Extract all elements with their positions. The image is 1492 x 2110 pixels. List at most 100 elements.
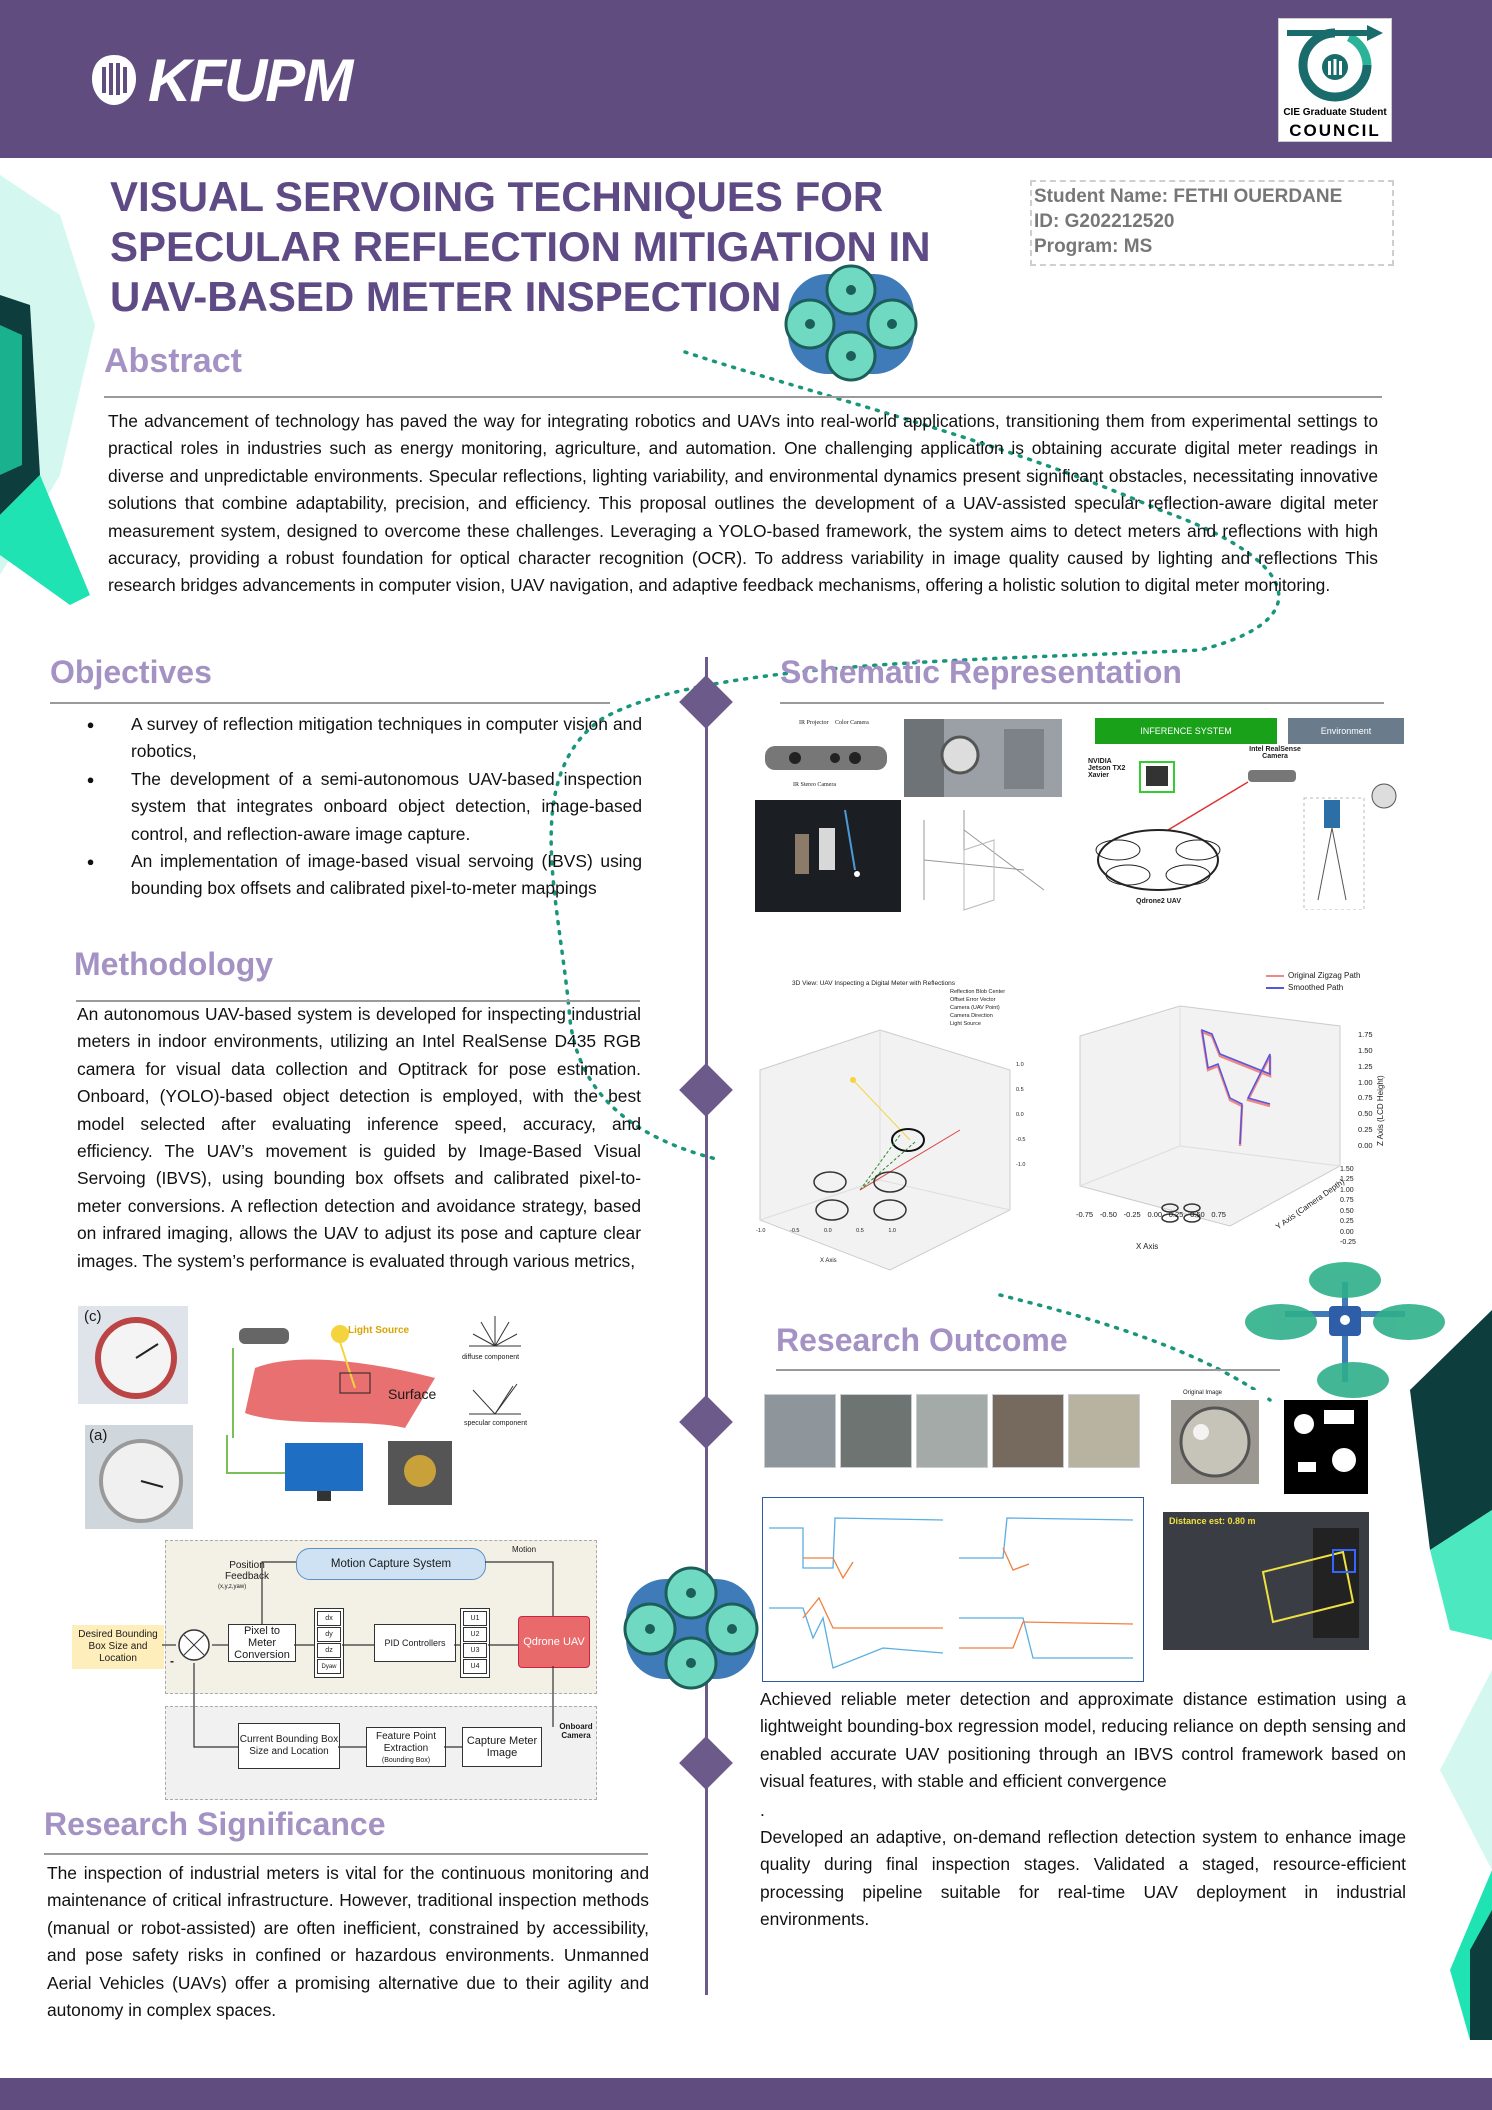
plot3d-right-yticks: -0.25 0.00 0.25 0.50 0.75 1.00 1.25 1.50 (1340, 1166, 1356, 1246)
detection-thumb (916, 1394, 988, 1468)
legend-item: Camera (UAV Point) (950, 1005, 1000, 1011)
detection-thumb (840, 1394, 912, 1468)
kfupm-logo: KFUPM (90, 47, 353, 114)
plot3d-left-canvas (759, 1029, 1011, 1271)
tick: 1.00 (1358, 1077, 1373, 1087)
capture-image-block: Capture Meter Image (462, 1727, 542, 1767)
plot3d-right-zlabel: Z Axis (LCD Height) (1376, 1075, 1385, 1146)
drone-illustration-right (1245, 1262, 1445, 1398)
position-feedback-sub: (x,y,z,yaw) (218, 1584, 247, 1590)
tick: 0.00 (1147, 1210, 1163, 1219)
feature-extraction-sub: (Bounding Box) (381, 1757, 431, 1764)
title-line-2: SPECULAR REFLECTION MITIGATION IN (110, 223, 931, 270)
plot3d-right-legend: Original Zigzag Path Smoothed Path (1266, 970, 1360, 994)
plot3d-left-xlabel: X Axis (820, 1258, 837, 1264)
label-a: (a) (89, 1427, 108, 1444)
specular-label: specular component (464, 1420, 528, 1427)
delta-cell: dy (317, 1627, 341, 1642)
council-line1: CIE Graduate Student (1283, 107, 1387, 118)
tick: 0.25 (1358, 1125, 1373, 1135)
ir-projector-label: IR Projector (799, 720, 829, 726)
input-cell: U2 (463, 1627, 487, 1642)
abstract-text: The advancement of technology has paved … (108, 411, 1378, 596)
distance-overlay: Distance est: 0.80 m (1169, 1516, 1256, 1526)
specular-component-icon (469, 1383, 521, 1415)
tick: 0.5 (856, 1228, 864, 1234)
plot3d-left-title: 3D View: UAV Inspecting a Digital Meter … (792, 980, 956, 987)
tick: -1.0 (1016, 1162, 1026, 1168)
tick: -0.5 (1016, 1137, 1026, 1143)
legend-item: Original Zigzag Path (1266, 970, 1360, 982)
legend-swatch (1266, 974, 1284, 977)
outcome-rule (776, 1369, 1280, 1371)
desired-bbox-block: Desired Bounding Box Size and Location (72, 1625, 164, 1669)
diffuse-component-icon (469, 1316, 521, 1347)
feature-extraction-label: Feature Point Extraction (375, 1731, 437, 1754)
legend-label: Smoothed Path (1288, 983, 1344, 992)
methodology-rule (76, 1000, 640, 1002)
poster-title: VISUAL SERVOING TECHNIQUES FOR SPECULAR … (110, 172, 980, 322)
tick: 0.75 (1340, 1197, 1354, 1205)
minus-sign: - (170, 1654, 174, 1668)
delta-cell: dx (317, 1611, 341, 1626)
student-info-box: Student Name: FETHI OUERDANE ID: G202212… (1030, 180, 1394, 266)
plot3d-left: 3D View: UAV Inspecting a Digital Meter … (740, 970, 1045, 1282)
detection-thumb (764, 1394, 836, 1468)
council-line2: COUNCIL (1289, 121, 1381, 140)
tick: 0.50 (1190, 1210, 1205, 1219)
methodology-heading: Methodology (74, 946, 274, 982)
legend-item: Light Source (950, 1021, 981, 1027)
tick: -0.75 (1076, 1210, 1094, 1219)
objective-item: An implementation of image-based visual … (50, 848, 642, 903)
nvidia-label: NVIDIA Jetson TX2 Xavier (1088, 758, 1126, 779)
input-cell: U1 (463, 1611, 487, 1626)
uav-system-figure (1095, 761, 1397, 910)
convergence-plots (762, 1497, 1144, 1682)
input-cell: U4 (463, 1659, 487, 1674)
objective-item: The development of a semi-autonomous UAV… (50, 766, 642, 848)
qdrone-uav-block: Qdrone UAV (518, 1616, 590, 1668)
light-source-label: Light Source (348, 1325, 410, 1336)
abstract-heading: Abstract (104, 342, 242, 380)
center-divider (705, 657, 708, 1995)
council-emblem-icon (1287, 25, 1383, 102)
plot3d-right-xticks: -0.75 -0.50 -0.25 0.00 0.25 0.50 0.75 (1076, 1210, 1226, 1219)
schematic-rule (780, 702, 1384, 704)
reflection-surface-figure (232, 1325, 435, 1438)
plot3d-right: Original Zigzag Path Smoothed Path X Axi… (1070, 966, 1400, 1266)
onboard-camera-label: Onboard Camera (559, 1722, 593, 1740)
meter-wall-photo (904, 719, 1062, 797)
legend-swatch (1266, 986, 1284, 989)
tick: 0.25 (1340, 1218, 1354, 1226)
legend-item: Offset Error Vector (950, 997, 996, 1003)
header-band (0, 0, 1492, 158)
input-cell: U3 (463, 1643, 487, 1658)
original-image-label: Original Image (1183, 1390, 1223, 1396)
tick: 1.25 (1358, 1061, 1373, 1071)
tick: 0.0 (824, 1228, 832, 1234)
tick: -0.25 (1123, 1210, 1141, 1219)
tick: 0.25 (1168, 1210, 1184, 1219)
objectives-list: A survey of reflection mitigation techni… (50, 711, 642, 903)
simulation-dark-view (755, 800, 901, 912)
tick: 0.75 (1211, 1210, 1226, 1219)
control-loop-arrows (162, 1561, 554, 1748)
outcome-heading: Research Outcome (776, 1322, 1068, 1358)
plot3d-right-canvas (1079, 1005, 1341, 1227)
original-image-figure: Original Image (1163, 1390, 1267, 1494)
objectives-rule (50, 702, 610, 704)
environment-badge: Environment (1288, 718, 1404, 744)
input-vector-block: U1 U2 U3 U4 (460, 1608, 490, 1678)
tick: -0.5 (790, 1228, 800, 1234)
tick: 0.0 (1016, 1112, 1024, 1118)
realsense-camera-figure: IR Projector Color Camera IR Stereo Came… (755, 716, 897, 796)
council-logo: CIE Graduate Student COUNCIL (1278, 18, 1392, 142)
legend-item: Camera Direction (950, 1013, 993, 1019)
plot3d-right-xlabel: X Axis (1136, 1242, 1159, 1251)
detection-thumbnails (764, 1394, 1140, 1468)
computer-and-camera-figure (226, 1435, 452, 1505)
plot3d-left-legend: Reflection Blob Center Offset Error Vect… (950, 988, 1005, 1028)
tick: 0.50 (1358, 1109, 1373, 1119)
tick: 1.25 (1340, 1176, 1354, 1184)
